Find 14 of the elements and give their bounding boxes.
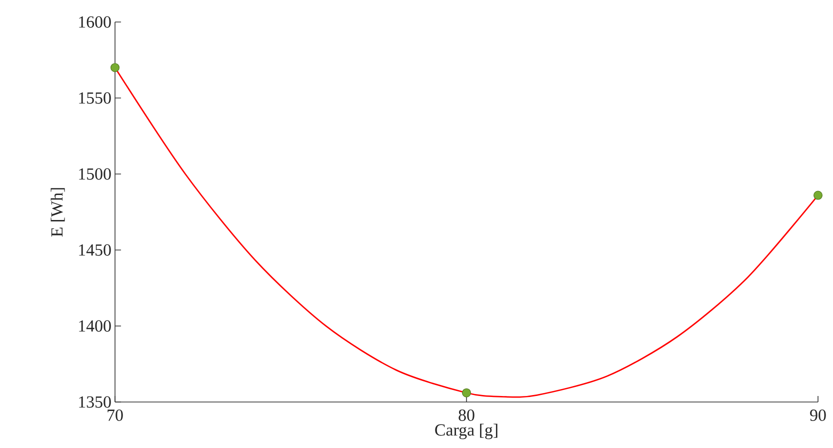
- y-axis-title: E [Wh]: [50, 188, 65, 237]
- x-tick-label: 80: [458, 410, 474, 421]
- y-tick-label: 1400: [79, 320, 111, 332]
- x-axis-title: Carga [g]: [435, 424, 498, 440]
- x-tick-label: 70: [108, 410, 123, 421]
- y-tick-label: 1500: [79, 168, 111, 180]
- y-tick-label: 1550: [79, 92, 111, 104]
- point: [814, 190, 823, 200]
- x-tick-label: 90: [810, 410, 826, 421]
- point: [462, 388, 472, 398]
- y-tick-label: 1350: [79, 396, 111, 408]
- y-tick-label: 1600: [79, 16, 111, 28]
- point: [110, 63, 120, 72]
- y-tick-label: 1450: [79, 244, 111, 256]
